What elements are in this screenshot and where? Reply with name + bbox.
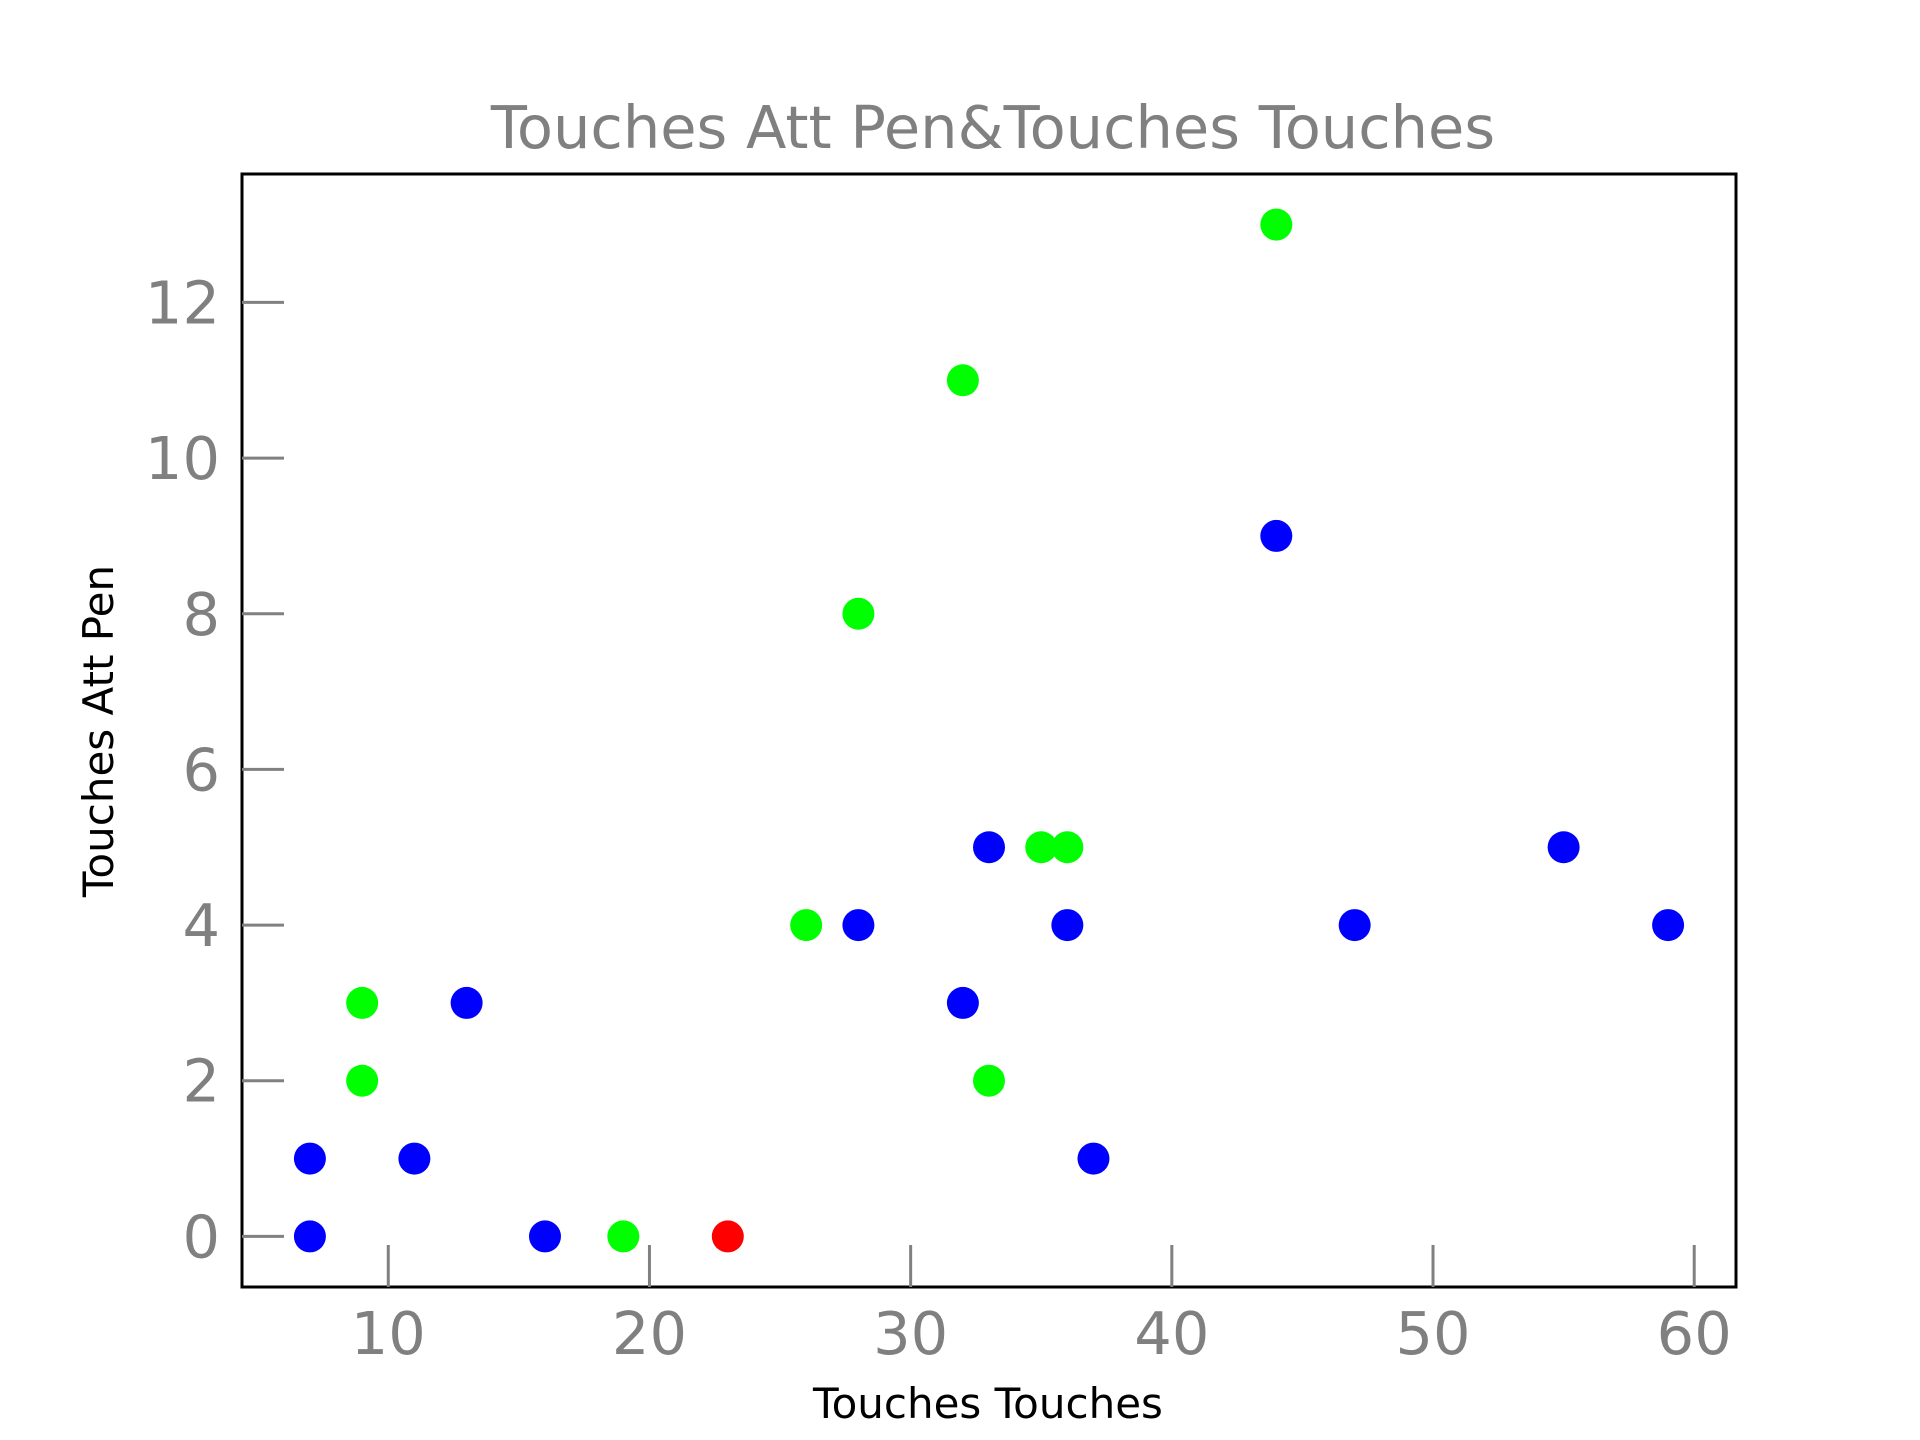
data-point-blue — [1051, 909, 1084, 942]
y-axis-label: Touches Att Pen — [74, 565, 123, 898]
data-point-green — [607, 1220, 640, 1253]
x-tick-label: 10 — [351, 1299, 426, 1368]
data-point-green — [346, 1064, 379, 1097]
data-point-blue — [1547, 831, 1580, 864]
y-tick-label: 8 — [182, 580, 220, 649]
x-tick-label: 20 — [612, 1299, 687, 1368]
data-point-blue — [1338, 909, 1371, 942]
y-tick-label: 12 — [145, 268, 220, 337]
y-tick-label: 6 — [182, 735, 220, 804]
data-point-red — [711, 1220, 744, 1253]
data-point-blue — [1652, 909, 1685, 942]
data-points — [293, 208, 1685, 1253]
data-point-blue — [1077, 1142, 1110, 1175]
x-tick-label: 40 — [1134, 1299, 1209, 1368]
data-point-green — [1025, 831, 1058, 864]
data-point-green — [1260, 208, 1293, 241]
data-point-blue — [528, 1220, 561, 1253]
x-axis-ticks: 10 20 30 40 50 60 — [351, 1245, 1732, 1368]
data-point-green — [346, 986, 379, 1019]
data-point-blue — [293, 1142, 326, 1175]
chart-title: Touches Att Pen&Touches Touches — [490, 93, 1495, 162]
data-point-blue — [1260, 519, 1293, 552]
y-tick-label: 10 — [145, 424, 220, 493]
data-point-blue — [946, 986, 979, 1019]
data-point-blue — [842, 909, 875, 942]
x-tick-label: 50 — [1395, 1299, 1470, 1368]
data-point-blue — [973, 831, 1005, 864]
data-point-green — [842, 597, 875, 630]
data-point-green — [790, 909, 823, 942]
x-tick-label: 60 — [1657, 1299, 1732, 1368]
data-point-green — [946, 364, 979, 397]
data-point-blue — [293, 1220, 326, 1253]
x-tick-label: 30 — [873, 1299, 948, 1368]
y-tick-label: 4 — [182, 891, 220, 960]
data-point-blue — [398, 1142, 431, 1175]
y-tick-label: 0 — [182, 1202, 220, 1271]
data-point-green — [1051, 831, 1084, 864]
data-point-green — [973, 1064, 1005, 1097]
y-axis-ticks: 0 2 4 6 8 10 12 — [145, 268, 284, 1271]
x-axis-label: Touches Touches — [812, 1379, 1163, 1428]
plot-area-frame — [240, 172, 1738, 1289]
data-point-blue — [450, 986, 483, 1019]
y-tick-label: 2 — [182, 1047, 220, 1116]
